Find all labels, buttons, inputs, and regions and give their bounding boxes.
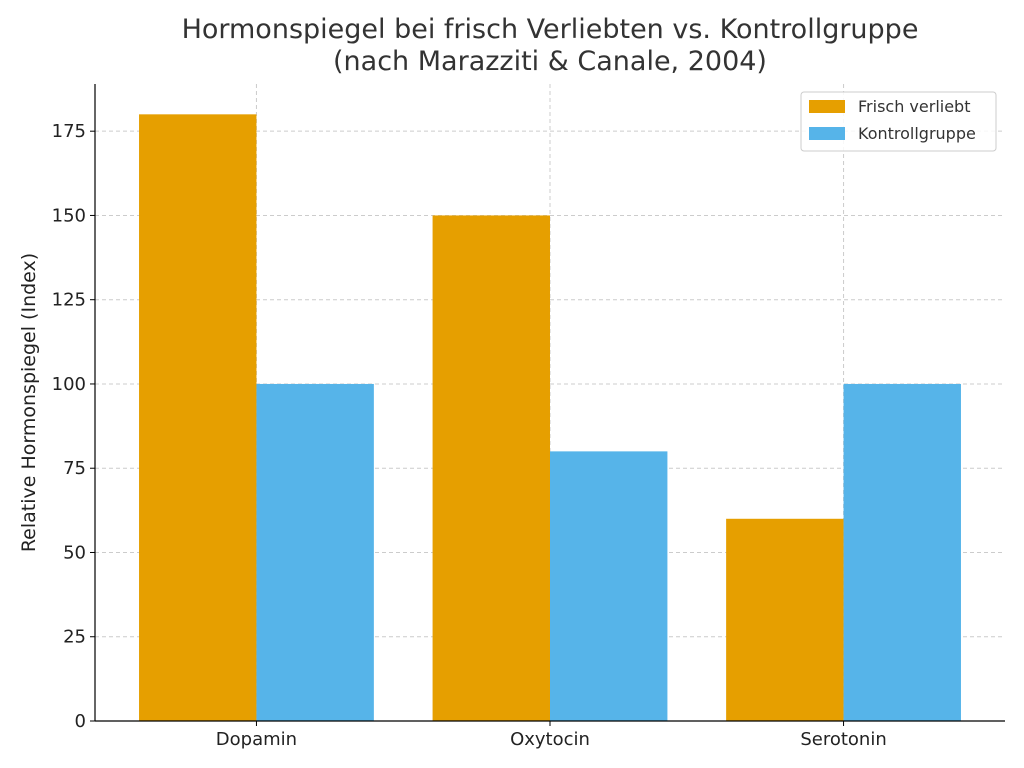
bar-serotonin-kontrollgruppe (843, 383, 961, 721)
legend-label: Kontrollgruppe (858, 124, 976, 143)
bar-dopamin-kontrollgruppe (256, 383, 374, 721)
y-tick-label: 75 (63, 458, 86, 479)
chart-title: Hormonspiegel bei frisch Verliebten vs. … (181, 14, 919, 45)
y-tick-label: 50 (63, 542, 86, 563)
y-tick-label: 25 (63, 627, 86, 648)
bar-dopamin-frisch-verliebt (139, 114, 257, 722)
bar-oxytocin-kontrollgruppe (550, 451, 668, 721)
x-tick-label: Serotonin (800, 729, 886, 750)
y-axis-label: Relative Hormonspiegel (Index) (18, 253, 40, 552)
legend-swatch (809, 127, 845, 140)
y-tick-label: 0 (75, 711, 86, 732)
x-tick-label: Dopamin (216, 729, 297, 750)
legend-label: Frisch verliebt (858, 97, 970, 116)
x-tick-label: Oxytocin (510, 729, 590, 750)
legend-swatch (809, 100, 845, 113)
legend-box (800, 91, 997, 152)
bar-serotonin-frisch-verliebt (726, 518, 844, 721)
y-tick-label: 125 (52, 290, 86, 311)
chart-subtitle: (nach Marazziti & Canale, 2004) (333, 46, 767, 77)
bar-oxytocin-frisch-verliebt (432, 215, 550, 721)
y-tick-label: 175 (52, 121, 86, 142)
y-tick-label: 100 (52, 374, 86, 395)
y-tick-label: 150 (52, 205, 86, 226)
